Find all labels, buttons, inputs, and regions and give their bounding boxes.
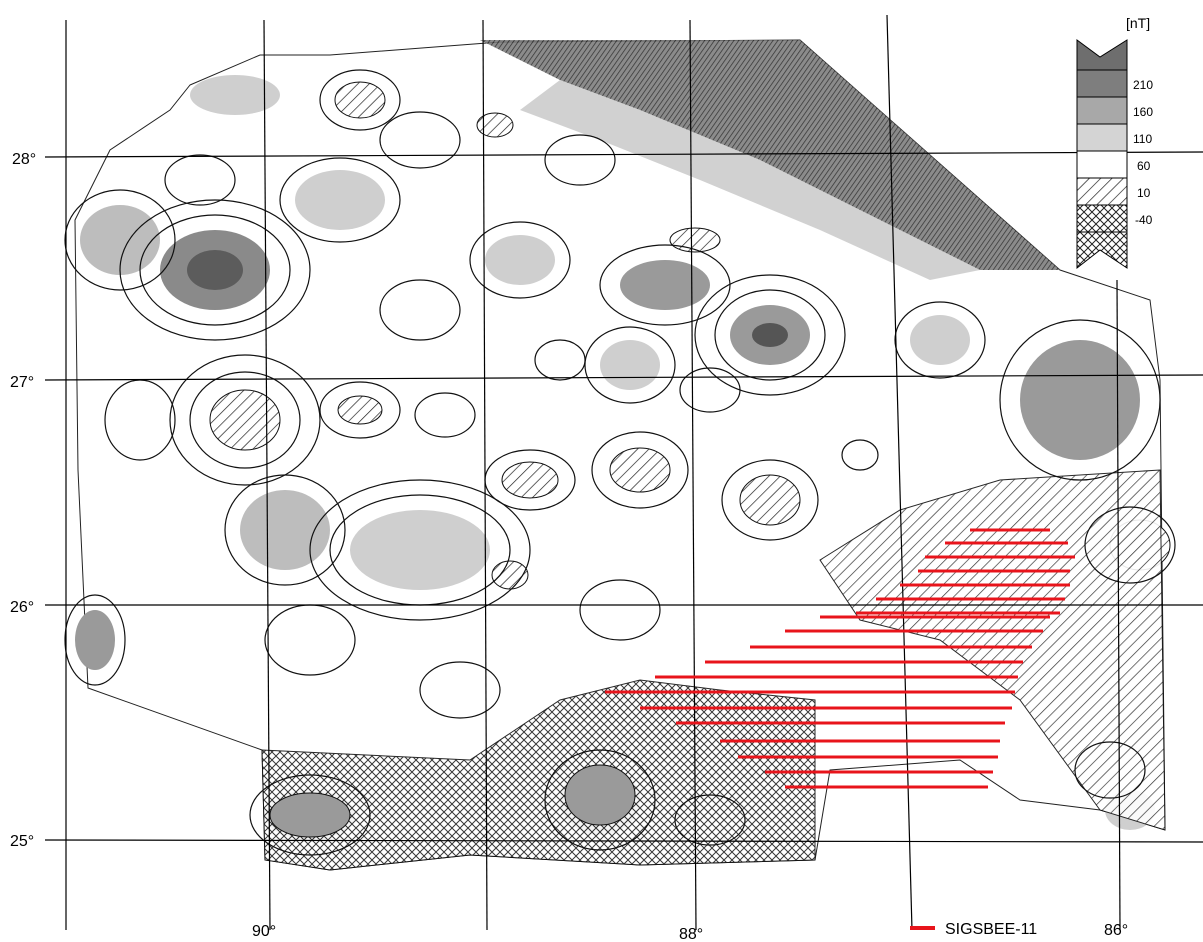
legend-swatch-160 [1076,96,1128,125]
lat-label-27: 27° [10,374,34,391]
legend-label-160: 160 [1133,105,1153,119]
legend-swatch-neg40 [1076,204,1128,233]
legend-label-60: 60 [1137,159,1151,173]
anomaly-legend: [nT] 210 160 110 60 10 -40 [1076,15,1153,270]
lat-label-26: 26° [10,599,34,616]
legend-label-neg40: -40 [1135,213,1153,227]
sigsbee-11-tracks [605,528,1075,789]
track-legend: SIGSBEE-11 [910,921,1037,938]
gradient-fringe [520,80,980,280]
legend-label-210: 210 [1133,78,1153,92]
lat-label-25: 25° [10,833,34,850]
contour-lines [64,69,1176,856]
lon-label-90: 90° [252,923,276,940]
lon-label-88: 88° [679,926,703,942]
legend-swatch-10 [1076,177,1128,206]
legend-swatch-60 [1076,150,1128,179]
legend-unit-label: [nT] [1126,15,1150,31]
legend-swatch-210 [1076,69,1128,98]
track-legend-label: SIGSBEE-11 [945,921,1037,938]
lon-label-86: 86° [1104,922,1128,939]
high-gradient-band [480,40,1060,270]
lat-label-28: 28° [12,151,36,168]
legend-swatch-110 [1076,123,1128,152]
legend-label-10: 10 [1137,186,1151,200]
legend-label-110: 110 [1133,132,1152,146]
graticule [44,14,1203,931]
negative-anomalies [209,81,1171,871]
